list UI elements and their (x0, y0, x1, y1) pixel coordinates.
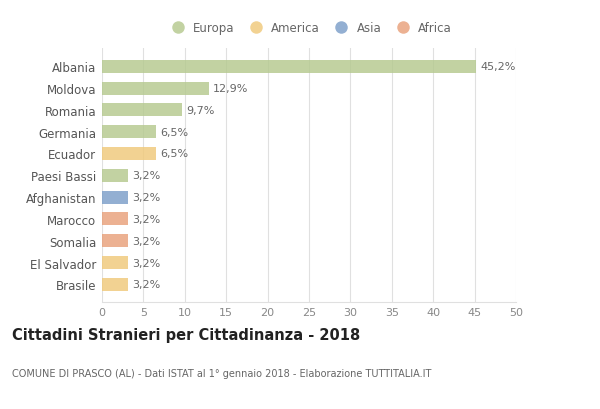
Text: 6,5%: 6,5% (160, 149, 188, 159)
Legend: Europa, America, Asia, Africa: Europa, America, Asia, Africa (164, 20, 454, 37)
Text: 3,2%: 3,2% (133, 193, 161, 202)
Text: 3,2%: 3,2% (133, 214, 161, 225)
Text: 9,7%: 9,7% (187, 106, 215, 116)
Bar (102, 104, 182, 117)
Bar (102, 169, 128, 182)
Bar (102, 126, 156, 139)
Bar (102, 148, 156, 161)
Bar (102, 256, 128, 270)
Text: 3,2%: 3,2% (133, 171, 161, 181)
Bar (102, 191, 128, 204)
Text: Cittadini Stranieri per Cittadinanza - 2018: Cittadini Stranieri per Cittadinanza - 2… (12, 327, 360, 342)
Bar (102, 235, 128, 247)
Text: 6,5%: 6,5% (160, 127, 188, 137)
Bar (102, 82, 209, 95)
Text: 3,2%: 3,2% (133, 236, 161, 246)
Bar (102, 61, 476, 74)
Text: 3,2%: 3,2% (133, 280, 161, 290)
Text: 3,2%: 3,2% (133, 258, 161, 268)
Bar (102, 213, 128, 226)
Text: COMUNE DI PRASCO (AL) - Dati ISTAT al 1° gennaio 2018 - Elaborazione TUTTITALIA.: COMUNE DI PRASCO (AL) - Dati ISTAT al 1°… (12, 368, 431, 378)
Text: 12,9%: 12,9% (213, 84, 248, 94)
Bar (102, 278, 128, 291)
Text: 45,2%: 45,2% (481, 62, 516, 72)
